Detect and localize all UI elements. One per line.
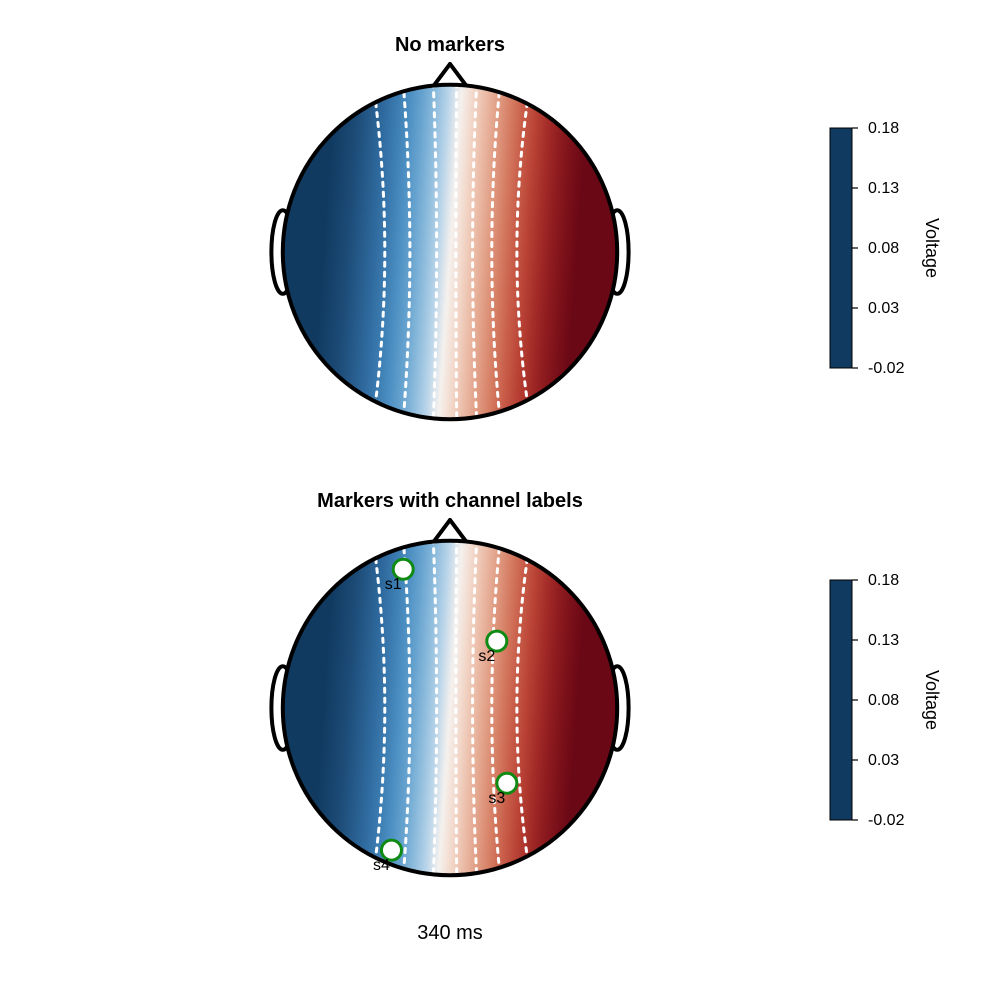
colorbar-tick-label: 0.18 bbox=[868, 572, 899, 589]
colorbar-tick-label: 0.08 bbox=[868, 692, 899, 709]
colorbar-title: Voltage bbox=[922, 670, 942, 730]
colorbar-title: Voltage bbox=[922, 218, 942, 278]
colorbar-tick-label: 0.03 bbox=[868, 300, 899, 317]
channel-label: s2 bbox=[478, 648, 495, 665]
colorbar-tick-label: -0.02 bbox=[868, 360, 905, 377]
colorbar-bottom: -0.02 0.03 0.08 0.13 0.18 Voltage bbox=[810, 570, 970, 830]
topomap-top bbox=[260, 62, 640, 442]
panel-title-top: No markers bbox=[260, 34, 640, 57]
colorbar-tick-label: 0.03 bbox=[868, 752, 899, 769]
channel-label: s4 bbox=[373, 857, 390, 874]
colorbar-tick-label: 0.18 bbox=[868, 120, 899, 137]
colorbar-gradient bbox=[830, 580, 852, 820]
colorbar-tick-label: 0.13 bbox=[868, 632, 899, 649]
topomap-bottom: s1 s2 s3 s4 bbox=[260, 518, 640, 898]
figure-canvas: No markers Markers with channel labels bbox=[0, 0, 1000, 1000]
panel-title-bottom: Markers with channel labels bbox=[260, 490, 640, 513]
channel-label: s3 bbox=[488, 790, 505, 807]
colorbar-tick-label: 0.13 bbox=[868, 180, 899, 197]
channel-label: s1 bbox=[385, 576, 402, 593]
colorbar-tick-label: -0.02 bbox=[868, 812, 905, 829]
colorbar-gradient bbox=[830, 128, 852, 368]
colorbar-tick-label: 0.08 bbox=[868, 240, 899, 257]
x-axis-label: 340 ms bbox=[260, 922, 640, 945]
colorbar-top: -0.02 0.03 0.08 0.13 0.18 Voltage bbox=[810, 118, 970, 378]
